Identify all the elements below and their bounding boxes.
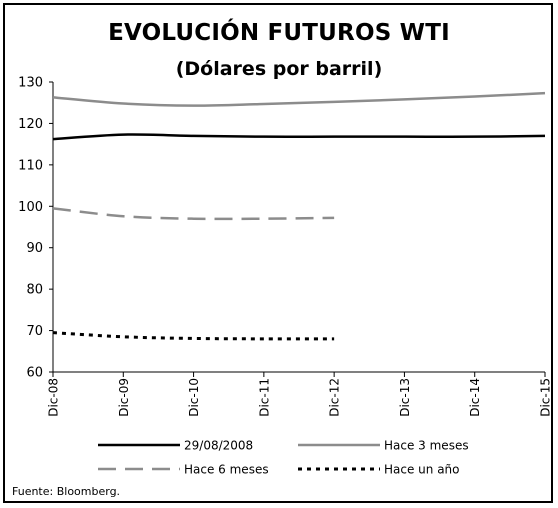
x-tick-label: Dic-11 [257,378,271,417]
series-line-29-08-2008 [52,133,546,141]
y-tick-label: 80 [26,283,43,298]
chart-title: EVOLUCIÓN FUTUROS WTI [108,20,450,46]
x-tick-label: Dic-14 [468,378,482,417]
x-tick-label: Dic-09 [117,378,131,417]
series-line-hace-6-meses [52,207,335,221]
legend-29-08-2008-label: 29/08/2008 [184,439,253,453]
y-tick-label: 100 [18,200,43,215]
x-tick-label: Dic-10 [187,378,201,417]
x-tick-label: Dic-15 [539,378,553,417]
x-tick-label: Dic-08 [47,378,61,417]
chart-subtitle: (Dólares por barril) [175,58,383,80]
y-tick-label: 110 [18,158,43,173]
y-tick-label: 90 [26,241,43,256]
series-line-hace-3-meses [52,91,546,107]
series-line-hace-un-ano [52,331,335,341]
x-tick-label: Dic-13 [398,378,412,417]
x-tick-label: Dic-12 [328,378,342,417]
y-tick-label: 60 [26,366,43,381]
y-tick-label: 120 [18,117,43,132]
y-tick-label: 130 [18,76,43,91]
legend-hace-6-meses-label: Hace 6 meses [184,463,269,477]
chart-frame [3,3,553,503]
source-note: Fuente: Bloomberg. [12,485,121,498]
y-tick-label: 70 [26,324,43,339]
legend-hace-3-meses-label: Hace 3 meses [384,439,469,453]
legend-hace-un-ano-label: Hace un año [384,463,460,477]
